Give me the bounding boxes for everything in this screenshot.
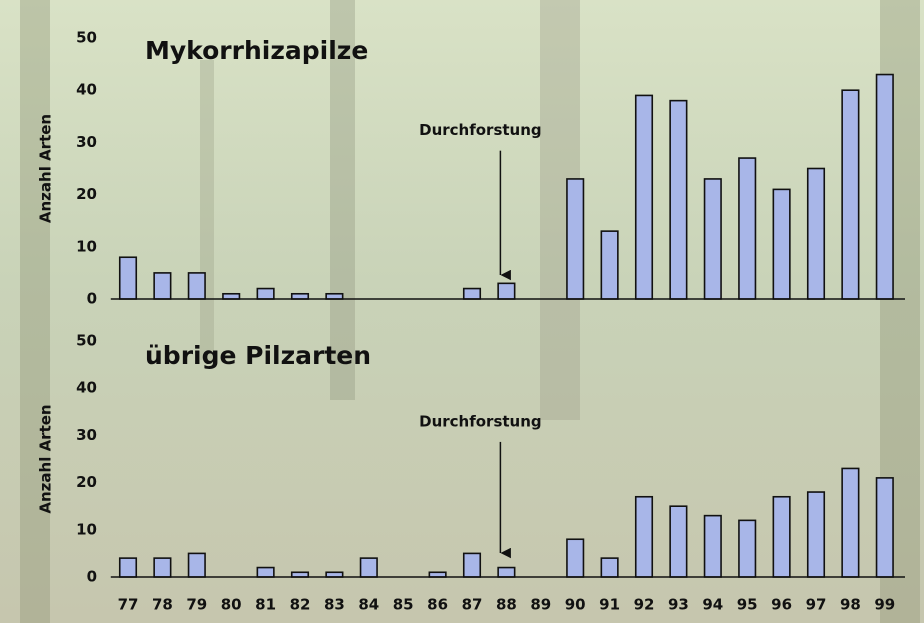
bar: [842, 90, 859, 299]
y-tick-label: 10: [76, 237, 97, 255]
bar: [120, 257, 137, 299]
y-tick-label: 30: [76, 133, 97, 151]
annotation: Durchforstung: [419, 412, 542, 430]
bar: [498, 568, 515, 577]
bar: [773, 189, 790, 299]
bar: [877, 75, 894, 299]
x-tick-label: 93: [668, 596, 689, 614]
bar: [464, 289, 481, 299]
x-tick-label: 87: [462, 596, 483, 614]
bar: [705, 179, 722, 299]
y-tick-label: 50: [76, 332, 97, 350]
x-tick-label: 94: [702, 596, 723, 614]
x-tick-label: 98: [840, 596, 861, 614]
bar: [636, 497, 653, 577]
y-axis-label: Anzahl Arten: [37, 404, 55, 513]
bar: [808, 169, 825, 300]
bar: [567, 539, 584, 577]
bar: [154, 558, 171, 577]
bar: [154, 273, 171, 299]
bar: [257, 289, 274, 299]
y-tick-label: 30: [76, 426, 97, 444]
x-tick-label: 81: [255, 596, 276, 614]
y-axis-label: Anzahl Arten: [37, 114, 55, 223]
bar: [842, 468, 859, 577]
bar: [601, 231, 618, 299]
x-tick-label: 89: [530, 596, 551, 614]
chart-title: Mykorrhizapilze: [145, 36, 368, 65]
bar: [739, 158, 756, 299]
x-tick-label: 84: [358, 596, 379, 614]
x-tick-label: 95: [737, 596, 758, 614]
x-tick-label: 83: [324, 596, 345, 614]
x-tick-label: 80: [221, 596, 242, 614]
x-tick-label: 97: [806, 596, 827, 614]
bar: [189, 553, 206, 577]
bar: [808, 492, 825, 577]
bar: [189, 273, 206, 299]
y-tick-label: 20: [76, 185, 97, 203]
y-tick-label: 50: [76, 29, 97, 47]
bar: [464, 553, 481, 577]
bar: [877, 478, 894, 577]
y-tick-label: 10: [76, 520, 97, 538]
bar: [670, 101, 687, 299]
bar: [773, 497, 790, 577]
bar: [361, 558, 378, 577]
y-tick-label: 40: [76, 379, 97, 397]
chart-title: übrige Pilzarten: [145, 341, 371, 370]
bar: [739, 520, 756, 577]
bar: [567, 179, 584, 299]
y-tick-label: 0: [87, 568, 97, 586]
x-tick-label: 96: [771, 596, 792, 614]
bar: [120, 558, 137, 577]
bar: [498, 283, 515, 299]
chart: 0 10 20 30 40 50 Mykorrhizapilze Anzahl Arten Du…: [0, 0, 924, 623]
bar: [705, 516, 722, 577]
bar: [257, 568, 274, 577]
x-tick-label: 85: [393, 596, 414, 614]
x-tick-label: 91: [599, 596, 620, 614]
bar: [670, 506, 687, 577]
y-tick-label: 40: [76, 81, 97, 99]
x-tick-label: 99: [874, 596, 895, 614]
x-tick-label: 88: [496, 596, 517, 614]
y-tick-label: 0: [87, 290, 97, 308]
bar: [601, 558, 618, 577]
x-tick-label: 92: [634, 596, 655, 614]
x-tick-label: 82: [290, 596, 311, 614]
bar: [636, 95, 653, 299]
x-tick-label: 79: [186, 596, 207, 614]
y-tick-label: 20: [76, 473, 97, 491]
x-tick-label: 78: [152, 596, 173, 614]
annotation: Durchforstung: [419, 121, 542, 139]
x-tick-label: 77: [118, 596, 139, 614]
x-tick-label: 90: [565, 596, 586, 614]
x-tick-label: 86: [427, 596, 448, 614]
